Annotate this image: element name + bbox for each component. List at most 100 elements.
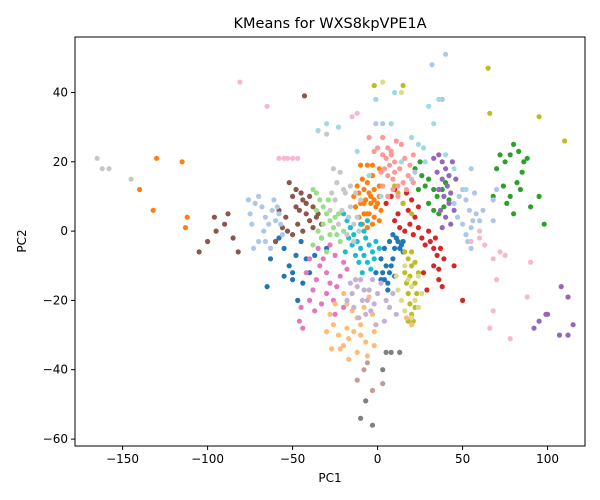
scatter-point-cluster-14-9 [378,280,384,286]
scatter-point-cluster-14-18 [347,280,353,286]
scatter-point-cluster-10-34 [480,207,486,213]
scatter-point-cluster-2-21 [524,155,530,161]
scatter-point-cluster-14-22 [393,311,399,317]
scatter-point-cluster-1-2 [137,186,143,193]
scatter-point-cluster-10-28 [463,232,469,238]
scatter-point-cluster-18-9 [419,290,425,297]
scatter-point-cluster-3-0 [383,200,389,206]
scatter-point-cluster-9-14 [342,249,348,255]
scatter-point-cluster-17-14 [351,221,357,227]
scatter-point-cluster-16-2 [276,155,282,161]
scatter-point-cluster-14-16 [373,322,379,328]
scatter-point-cluster-18-8 [395,287,401,293]
scatter-point-cluster-2-20 [521,159,527,165]
scatter-point-cluster-2-6 [426,200,432,206]
scatter-point-cluster-17-22 [347,204,353,210]
scatter-point-cluster-19-11 [426,103,432,109]
scatter-point-cluster-4-18 [453,176,459,182]
scatter-point-cluster-5-0 [301,93,308,99]
scatter-point-cluster-11-19 [354,349,360,355]
x-tick-label: 50 [455,452,470,466]
scatter-point-cluster-0-26 [392,245,398,251]
scatter-point-cluster-17-11 [332,197,338,203]
scatter-point-cluster-8-2 [536,114,542,120]
scatter-point-cluster-16-12 [524,294,530,300]
scatter-point-cluster-9-22 [361,228,367,234]
scatter-point-cluster-13-15 [395,183,401,189]
scatter-point-cluster-5-12 [284,228,291,234]
scatter-point-cluster-17-9 [352,190,359,196]
scatter-point-cluster-0-0 [264,284,270,290]
scatter-point-cluster-11-25 [403,315,410,321]
scatter-point-cluster-9-21 [358,221,364,227]
scatter-point-cluster-3-13 [407,221,413,227]
scatter-point-cluster-12-19 [335,211,342,217]
scatter-point-cluster-14-15 [369,277,376,283]
scatter-point-cluster-1-8 [369,162,376,168]
scatter-point-cluster-19-6 [436,96,442,102]
scatter-point-cluster-3-6 [405,207,411,213]
scatter-point-cluster-13-1 [385,145,391,151]
scatter-point-cluster-0-31 [385,287,391,293]
scatter-point-cluster-0-4 [281,245,287,251]
scatter-point-cluster-16-9 [349,114,355,120]
scatter-point-cluster-4-26 [536,318,542,324]
scatter-point-cluster-6-1 [307,297,313,303]
scatter-point-cluster-3-32 [436,266,442,272]
scatter-point-cluster-19-12 [415,141,421,147]
scatter-point-cluster-18-3 [405,277,411,283]
scatter-point-cluster-13-12 [378,169,384,175]
scatter-point-cluster-11-21 [332,301,338,307]
scatter-point-cluster-6-7 [327,280,333,286]
scatter-point-cluster-0-20 [380,270,386,276]
scatter-point-cluster-2-17 [507,152,513,158]
scatter-point-cluster-18-2 [402,263,408,269]
scatter-point-cluster-16-22 [468,238,474,245]
scatter-point-cluster-13-4 [397,166,403,172]
scatter-point-cluster-13-21 [385,193,391,199]
scatter-point-cluster-10-14 [245,197,251,203]
scatter-point-cluster-4-4 [446,173,452,179]
scatter-point-cluster-14-14 [366,287,372,293]
scatter-point-cluster-0-23 [386,270,393,276]
scatter-point-cluster-1-31 [376,218,382,224]
scatter-point-cluster-1-39 [375,200,381,206]
scatter-point-cluster-19-5 [378,193,384,199]
scatter-point-cluster-1-24 [368,200,374,206]
x-tick-label: −100 [191,452,224,466]
scatter-point-cluster-10-25 [470,218,476,224]
scatter-point-cluster-0-3 [276,235,282,241]
scatter-point-cluster-14-7 [371,301,377,307]
scatter-point-cluster-10-9 [279,232,285,238]
scatter-point-cluster-6-22 [300,325,306,331]
scatter-point-cluster-11-11 [335,332,342,338]
scatter-point-cluster-19-16 [398,159,404,165]
scatter-point-cluster-10-27 [468,225,474,231]
scatter-point-cluster-13-18 [410,180,416,186]
scatter-point-cluster-9-18 [373,238,379,245]
scatter-point-cluster-12-0 [310,186,316,193]
scatter-point-cluster-12-3 [320,204,326,210]
scatter-point-cluster-1-11 [359,176,365,182]
scatter-point-cluster-19-0 [315,128,321,134]
scatter-point-cluster-17-8 [347,183,353,189]
scatter-point-cluster-9-2 [347,225,353,231]
scatter-point-cluster-8-10 [402,270,408,276]
scatter-point-cluster-1-10 [354,183,360,189]
y-tick-label: 20 [53,155,68,169]
scatter-point-cluster-5-14 [295,221,301,227]
scatter-point-cluster-6-21 [296,318,302,324]
scatter-point-cluster-8-0 [485,65,491,71]
scatter-point-cluster-11-9 [346,336,352,342]
scatter-point-cluster-4-9 [436,186,442,193]
scatter-point-cluster-11-17 [358,332,364,338]
scatter-point-cluster-14-1 [349,290,355,297]
scatter-point-cluster-0-33 [373,270,379,276]
scatter-point-cluster-0-8 [298,238,304,245]
y-tick-label: −60 [43,432,68,446]
scatter-point-cluster-0-37 [393,235,399,241]
scatter-point-cluster-10-5 [266,221,272,227]
scatter-point-cluster-5-28 [222,221,228,227]
scatter-point-cluster-6-11 [341,259,347,265]
